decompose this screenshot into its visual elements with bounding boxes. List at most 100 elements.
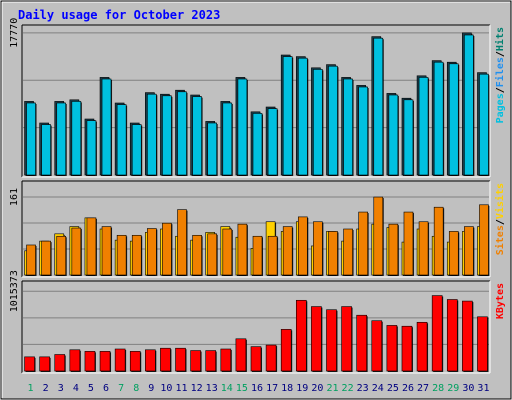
x-tick-label: 8 xyxy=(133,383,139,394)
bar-kbytes-13 xyxy=(205,350,217,372)
bar-files-23 xyxy=(358,86,368,176)
bar-sites-26 xyxy=(403,211,414,276)
bar-sites-25 xyxy=(388,223,399,276)
x-tick-label: 5 xyxy=(88,383,94,394)
visits-panel: 161 Sites/Visits xyxy=(9,180,506,278)
bar-files-1 xyxy=(26,102,36,176)
legend-item: Visits xyxy=(494,183,506,219)
series-sites xyxy=(26,196,490,276)
bar-sites-13 xyxy=(207,233,218,276)
bar-kbytes-12 xyxy=(190,350,201,372)
bar-sites-5 xyxy=(86,217,97,276)
x-tick-label: 18 xyxy=(281,383,293,394)
x-tick-label: 25 xyxy=(387,383,399,394)
bar-files-2 xyxy=(41,124,51,176)
bar-kbytes-19 xyxy=(295,299,307,372)
x-tick-label: 17 xyxy=(266,383,278,394)
bar-sites-17 xyxy=(267,235,278,276)
bar-sites-24 xyxy=(373,196,384,276)
bar-kbytes-11 xyxy=(175,347,186,372)
y-tick-label: 161 xyxy=(9,188,20,206)
legend-item: / xyxy=(495,219,506,225)
x-tick-label: 21 xyxy=(326,383,338,394)
x-tick-label: 31 xyxy=(477,383,489,394)
x-tick-label: 6 xyxy=(103,383,109,394)
bar-kbytes-22 xyxy=(341,306,352,372)
chart-title: Daily usage for October 2023 xyxy=(18,8,220,22)
bar-files-5 xyxy=(86,120,97,176)
bar-files-29 xyxy=(448,63,459,176)
bar-sites-1 xyxy=(26,244,36,276)
x-tick-label: 27 xyxy=(417,383,429,394)
legend-label: Pages/Files/Hits xyxy=(494,27,506,123)
bar-files-3 xyxy=(56,102,67,176)
x-axis-labels: 1 2 3 4 5 6 7 8 9 10 11 12 13 14 15 16 17 18 19 20 21 22 23 24 2… xyxy=(28,383,490,394)
bar-sites-16 xyxy=(252,235,263,276)
bar-sites-9 xyxy=(147,228,157,276)
x-tick-label: 14 xyxy=(221,383,233,394)
bar-files-6 xyxy=(101,78,112,176)
bar-sites-28 xyxy=(433,206,444,276)
x-tick-label: 4 xyxy=(73,383,79,394)
legend-label: KBytes xyxy=(495,283,506,319)
legend-item: Sites xyxy=(494,225,506,255)
legend-item: / xyxy=(495,51,506,57)
bar-sites-21 xyxy=(328,231,338,276)
bar-sites-20 xyxy=(313,221,323,276)
bar-files-11 xyxy=(177,91,187,176)
bar-sites-6 xyxy=(101,226,112,276)
x-tick-label: 26 xyxy=(402,383,414,394)
bar-files-18 xyxy=(282,56,293,176)
y-tick-label: 17770 xyxy=(9,18,20,48)
bar-sites-8 xyxy=(131,234,142,276)
bar-files-22 xyxy=(343,78,353,176)
bar-sites-27 xyxy=(418,221,429,276)
x-tick-label: 30 xyxy=(462,383,474,394)
legend-item: KBytes xyxy=(495,283,506,319)
bar-sites-29 xyxy=(448,231,459,276)
bar-files-28 xyxy=(433,61,444,176)
legend-item: Pages xyxy=(495,93,506,123)
bar-kbytes-14 xyxy=(220,348,232,372)
x-tick-label: 7 xyxy=(118,383,124,394)
bar-files-30 xyxy=(464,34,474,176)
bar-sites-3 xyxy=(56,235,67,276)
x-tick-label: 22 xyxy=(342,383,354,394)
bar-files-9 xyxy=(147,93,157,176)
bar-files-10 xyxy=(162,95,172,176)
legend-item: Hits xyxy=(494,27,506,51)
bar-kbytes-28 xyxy=(431,295,443,372)
y-tick-label: 1015373 xyxy=(9,270,20,312)
bar-files-27 xyxy=(418,77,429,176)
x-tick-label: 28 xyxy=(432,383,444,394)
x-tick-label: 16 xyxy=(251,383,263,394)
x-tick-label: 29 xyxy=(447,383,459,394)
x-tick-label: 3 xyxy=(58,383,64,394)
x-tick-label: 24 xyxy=(372,383,384,394)
x-tick-label: 13 xyxy=(206,383,218,394)
bar-kbytes-8 xyxy=(129,351,141,372)
bar-kbytes-18 xyxy=(280,329,292,372)
bar-files-20 xyxy=(313,69,323,176)
series-kbytes xyxy=(24,295,489,372)
bar-files-21 xyxy=(328,65,338,176)
bar-kbytes-27 xyxy=(416,321,428,372)
x-tick-label: 23 xyxy=(357,383,369,394)
bar-sites-18 xyxy=(282,226,293,276)
legend-label: Sites/Visits xyxy=(494,183,506,255)
bar-kbytes-23 xyxy=(356,314,367,372)
bar-sites-14 xyxy=(222,228,233,276)
bar-kbytes-4 xyxy=(69,349,81,372)
bar-files-31 xyxy=(479,73,489,176)
x-tick-label: 9 xyxy=(148,383,154,394)
bar-sites-11 xyxy=(177,209,187,276)
x-tick-label: 2 xyxy=(43,383,49,394)
bar-kbytes-10 xyxy=(160,347,171,372)
bar-files-25 xyxy=(388,94,399,176)
bar-kbytes-25 xyxy=(386,325,398,372)
bar-kbytes-31 xyxy=(477,316,488,372)
bar-sites-22 xyxy=(343,228,353,276)
